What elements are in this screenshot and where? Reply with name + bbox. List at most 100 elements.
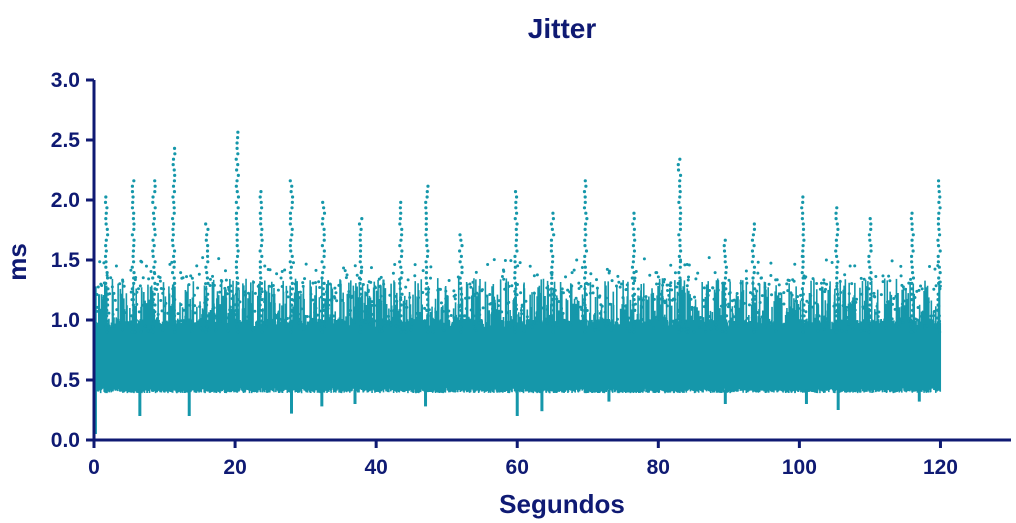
data-point xyxy=(235,244,239,248)
data-point xyxy=(442,329,446,333)
data-point xyxy=(217,257,221,261)
data-point xyxy=(539,320,543,324)
data-point xyxy=(398,319,402,323)
data-point xyxy=(678,238,682,242)
data-point xyxy=(358,330,363,334)
data-point xyxy=(236,130,240,134)
data-point xyxy=(561,311,565,315)
data-point xyxy=(279,276,283,280)
data-point xyxy=(693,306,697,310)
data-point xyxy=(321,200,325,204)
data-point xyxy=(605,267,609,271)
data-point xyxy=(112,291,116,295)
data-point xyxy=(358,249,363,253)
data-point xyxy=(515,222,519,226)
data-point xyxy=(377,277,381,281)
data-point xyxy=(359,265,364,269)
data-point xyxy=(115,308,119,312)
data-point xyxy=(557,299,561,303)
data-point xyxy=(911,303,915,307)
data-point xyxy=(661,325,665,329)
data-point xyxy=(161,291,165,295)
data-point xyxy=(637,297,641,301)
data-point xyxy=(869,292,873,296)
data-point xyxy=(925,324,929,328)
data-point xyxy=(899,264,903,268)
data-point xyxy=(782,291,786,295)
data-point xyxy=(426,314,430,318)
data-point xyxy=(556,326,560,330)
data-point xyxy=(663,301,667,305)
data-point xyxy=(319,295,323,299)
data-point xyxy=(698,316,702,320)
data-point xyxy=(868,276,872,280)
data-point xyxy=(304,262,308,266)
data-point xyxy=(358,314,362,318)
data-point xyxy=(835,325,839,329)
data-point xyxy=(129,290,133,294)
data-point xyxy=(678,184,682,188)
data-point xyxy=(550,227,554,231)
data-point xyxy=(366,288,370,292)
data-point xyxy=(172,146,177,150)
data-point xyxy=(910,211,914,215)
data-point xyxy=(835,292,840,296)
data-point xyxy=(692,330,696,334)
data-point xyxy=(545,308,549,312)
data-point xyxy=(932,314,936,318)
data-point xyxy=(514,303,518,307)
data-point xyxy=(801,222,805,226)
data-point xyxy=(288,271,292,275)
data-point xyxy=(399,200,403,204)
data-point xyxy=(132,308,136,312)
data-point xyxy=(750,249,755,253)
data-point xyxy=(290,319,294,323)
data-point xyxy=(190,276,194,280)
data-point xyxy=(99,310,103,314)
data-point xyxy=(751,281,755,285)
data-point xyxy=(928,264,932,268)
data-point xyxy=(481,306,485,310)
data-point xyxy=(726,305,730,309)
data-point xyxy=(579,284,583,288)
data-point xyxy=(750,325,755,329)
data-point xyxy=(259,244,264,248)
data-point xyxy=(370,300,374,304)
data-point xyxy=(678,206,682,210)
data-point xyxy=(391,271,395,275)
data-point xyxy=(785,282,789,286)
data-point xyxy=(236,152,240,156)
data-point xyxy=(191,325,195,329)
data-point xyxy=(834,211,838,215)
data-point xyxy=(823,287,827,291)
data-point xyxy=(425,308,429,312)
data-point xyxy=(837,327,841,331)
data-point xyxy=(236,281,240,285)
data-point xyxy=(459,303,463,307)
data-point xyxy=(193,311,197,315)
data-point xyxy=(500,274,504,278)
data-point xyxy=(290,281,294,285)
data-point xyxy=(874,275,878,278)
data-point xyxy=(937,325,941,329)
data-point xyxy=(524,299,528,303)
data-point xyxy=(105,271,109,275)
data-point xyxy=(159,299,163,303)
data-point xyxy=(320,260,324,264)
data-point xyxy=(631,287,635,291)
data-point xyxy=(131,298,135,302)
data-point xyxy=(359,287,363,291)
data-point xyxy=(663,277,667,281)
data-point xyxy=(171,254,176,258)
data-point xyxy=(868,238,872,242)
data-point xyxy=(399,298,403,302)
data-point xyxy=(550,314,554,318)
data-point xyxy=(104,265,108,269)
data-point xyxy=(904,287,908,291)
data-point xyxy=(204,238,208,242)
data-point xyxy=(171,244,175,248)
data-point xyxy=(172,211,176,215)
data-point xyxy=(800,217,804,221)
data-point xyxy=(843,273,847,277)
data-point xyxy=(219,284,223,288)
